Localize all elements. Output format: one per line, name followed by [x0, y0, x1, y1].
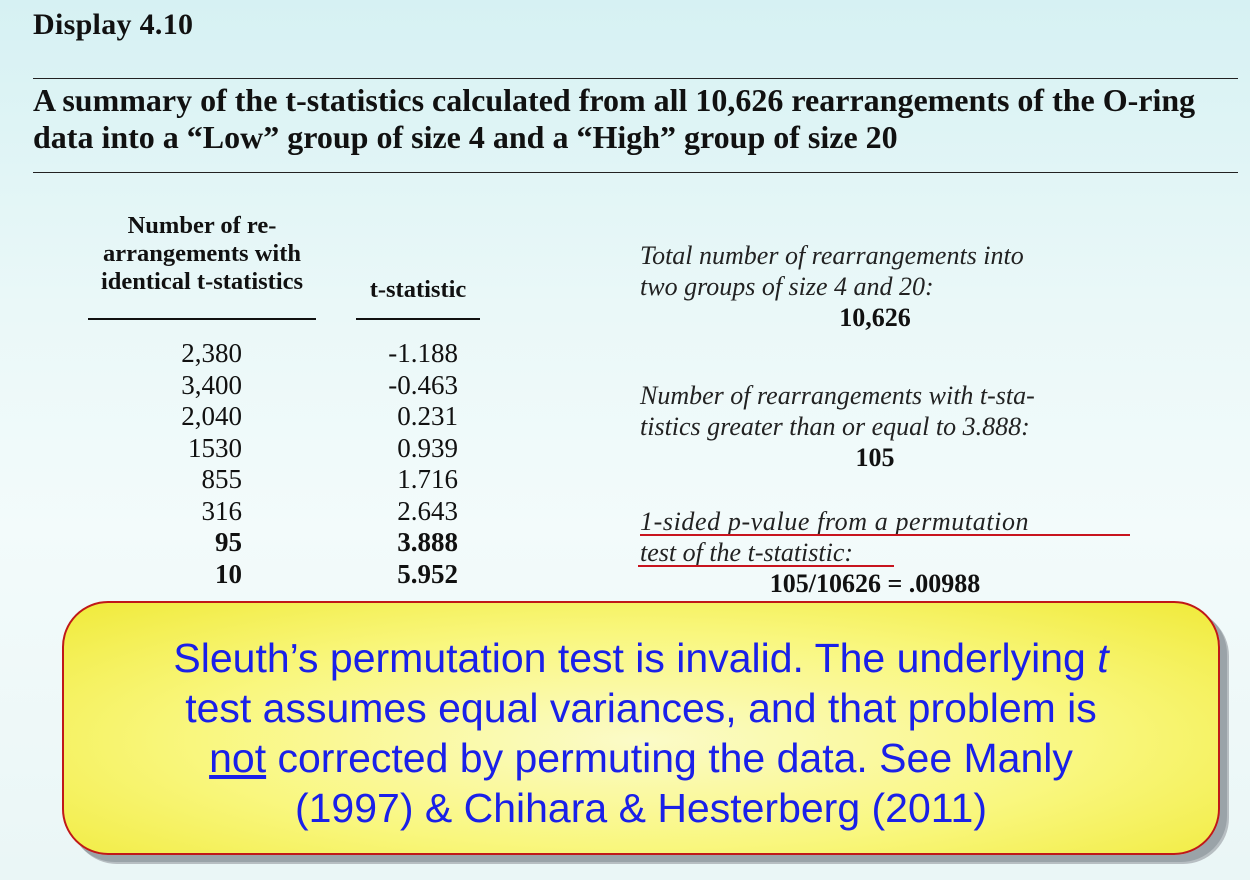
- callout-text-part: corrected by permuting the data. See Man…: [266, 735, 1073, 781]
- count-column-rule: [88, 318, 316, 320]
- table-row: 855 1.716: [0, 464, 500, 495]
- callout-text-part: test assumes equal variances, and that p…: [185, 685, 1097, 731]
- t-statistic-value: 0.231: [397, 401, 458, 431]
- total-rearrangements-note: Total number of rearrangements into two …: [640, 240, 1140, 333]
- p-value-value: 105/10626 = .00988: [769, 569, 981, 598]
- table-row: 1530 0.939: [0, 433, 500, 464]
- table-row: 95 3.888: [0, 527, 500, 558]
- summary-caption: A summary of the t-statistics calculated…: [33, 82, 1196, 155]
- rearrangement-count: 2,040: [181, 401, 242, 431]
- tstat-column-rule: [356, 318, 480, 320]
- table-row: 316 2.643: [0, 496, 500, 527]
- t-statistic-value: 2.643: [397, 495, 458, 526]
- note-line: test of the t-statistic:: [640, 538, 854, 567]
- callout-text-part: (1997) & Chihara & Hesterberg (2011): [294, 785, 988, 831]
- t-statistic-value: 0.939: [397, 432, 458, 463]
- t-statistic-value: -0.463: [388, 369, 458, 400]
- t-statistic-value: -1.188: [388, 338, 458, 368]
- table-row: 2,040 0.231: [0, 401, 500, 432]
- count-header-line: arrangements with: [102, 240, 301, 267]
- callout-text-part: Sleuth’s permutation test is invalid. Th…: [173, 635, 1098, 681]
- table-row: 2,380 -1.188: [0, 338, 500, 369]
- note-line: tistics greater than or equal to 3.888:: [640, 412, 1030, 441]
- rearrangement-count: 2,380: [181, 338, 242, 368]
- callout-box: Sleuth’s permutation test is invalid. Th…: [62, 601, 1220, 855]
- rearrangement-count: 95: [215, 527, 242, 557]
- callout-italic-t: t: [1097, 635, 1109, 681]
- count-column-header: Number of re- arrangements with identica…: [62, 212, 342, 296]
- callout-underlined-not: not: [209, 735, 267, 781]
- count-header-line: Number of re-: [127, 212, 277, 239]
- rearrangement-count: 3,400: [181, 369, 242, 400]
- note-line: 1-sided p-value from a permutation: [640, 507, 1030, 536]
- rearrangement-count: 10: [215, 558, 242, 589]
- p-value-note: 1-sided p-value from a permutation test …: [640, 506, 1140, 599]
- total-value: 10,626: [839, 303, 911, 332]
- table-row: 10 5.952: [0, 559, 500, 590]
- t-statistic-value: 1.716: [397, 464, 458, 494]
- red-underline-annotation: [640, 534, 1130, 536]
- rearrangement-count: 316: [201, 495, 243, 526]
- red-underline-annotation: [638, 565, 894, 567]
- greater-equal-value: 105: [855, 443, 895, 472]
- greater-equal-note: Number of rearrangements with t-sta- tis…: [640, 380, 1140, 473]
- table-row: 3,400 -0.463: [0, 370, 500, 401]
- count-header-line: identical t-statistics: [100, 268, 304, 295]
- rearrangement-count: 1530: [188, 432, 242, 463]
- display-label: Display 4.10: [33, 8, 194, 41]
- note-line: Total number of rearrangements into: [640, 241, 1024, 270]
- header-rule-bottom: [33, 172, 1238, 173]
- t-statistic-value: 3.888: [397, 527, 458, 557]
- t-statistic-value: 5.952: [397, 558, 458, 589]
- tstat-column-header: t-statistic: [369, 276, 467, 303]
- note-line: two groups of size 4 and 20:: [640, 272, 934, 301]
- rearrangement-count: 855: [201, 464, 243, 494]
- header-rule-top: [33, 78, 1238, 79]
- callout-text: Sleuth’s permutation test is invalid. Th…: [64, 633, 1218, 833]
- note-line: Number of rearrangements with t-sta-: [640, 381, 1035, 410]
